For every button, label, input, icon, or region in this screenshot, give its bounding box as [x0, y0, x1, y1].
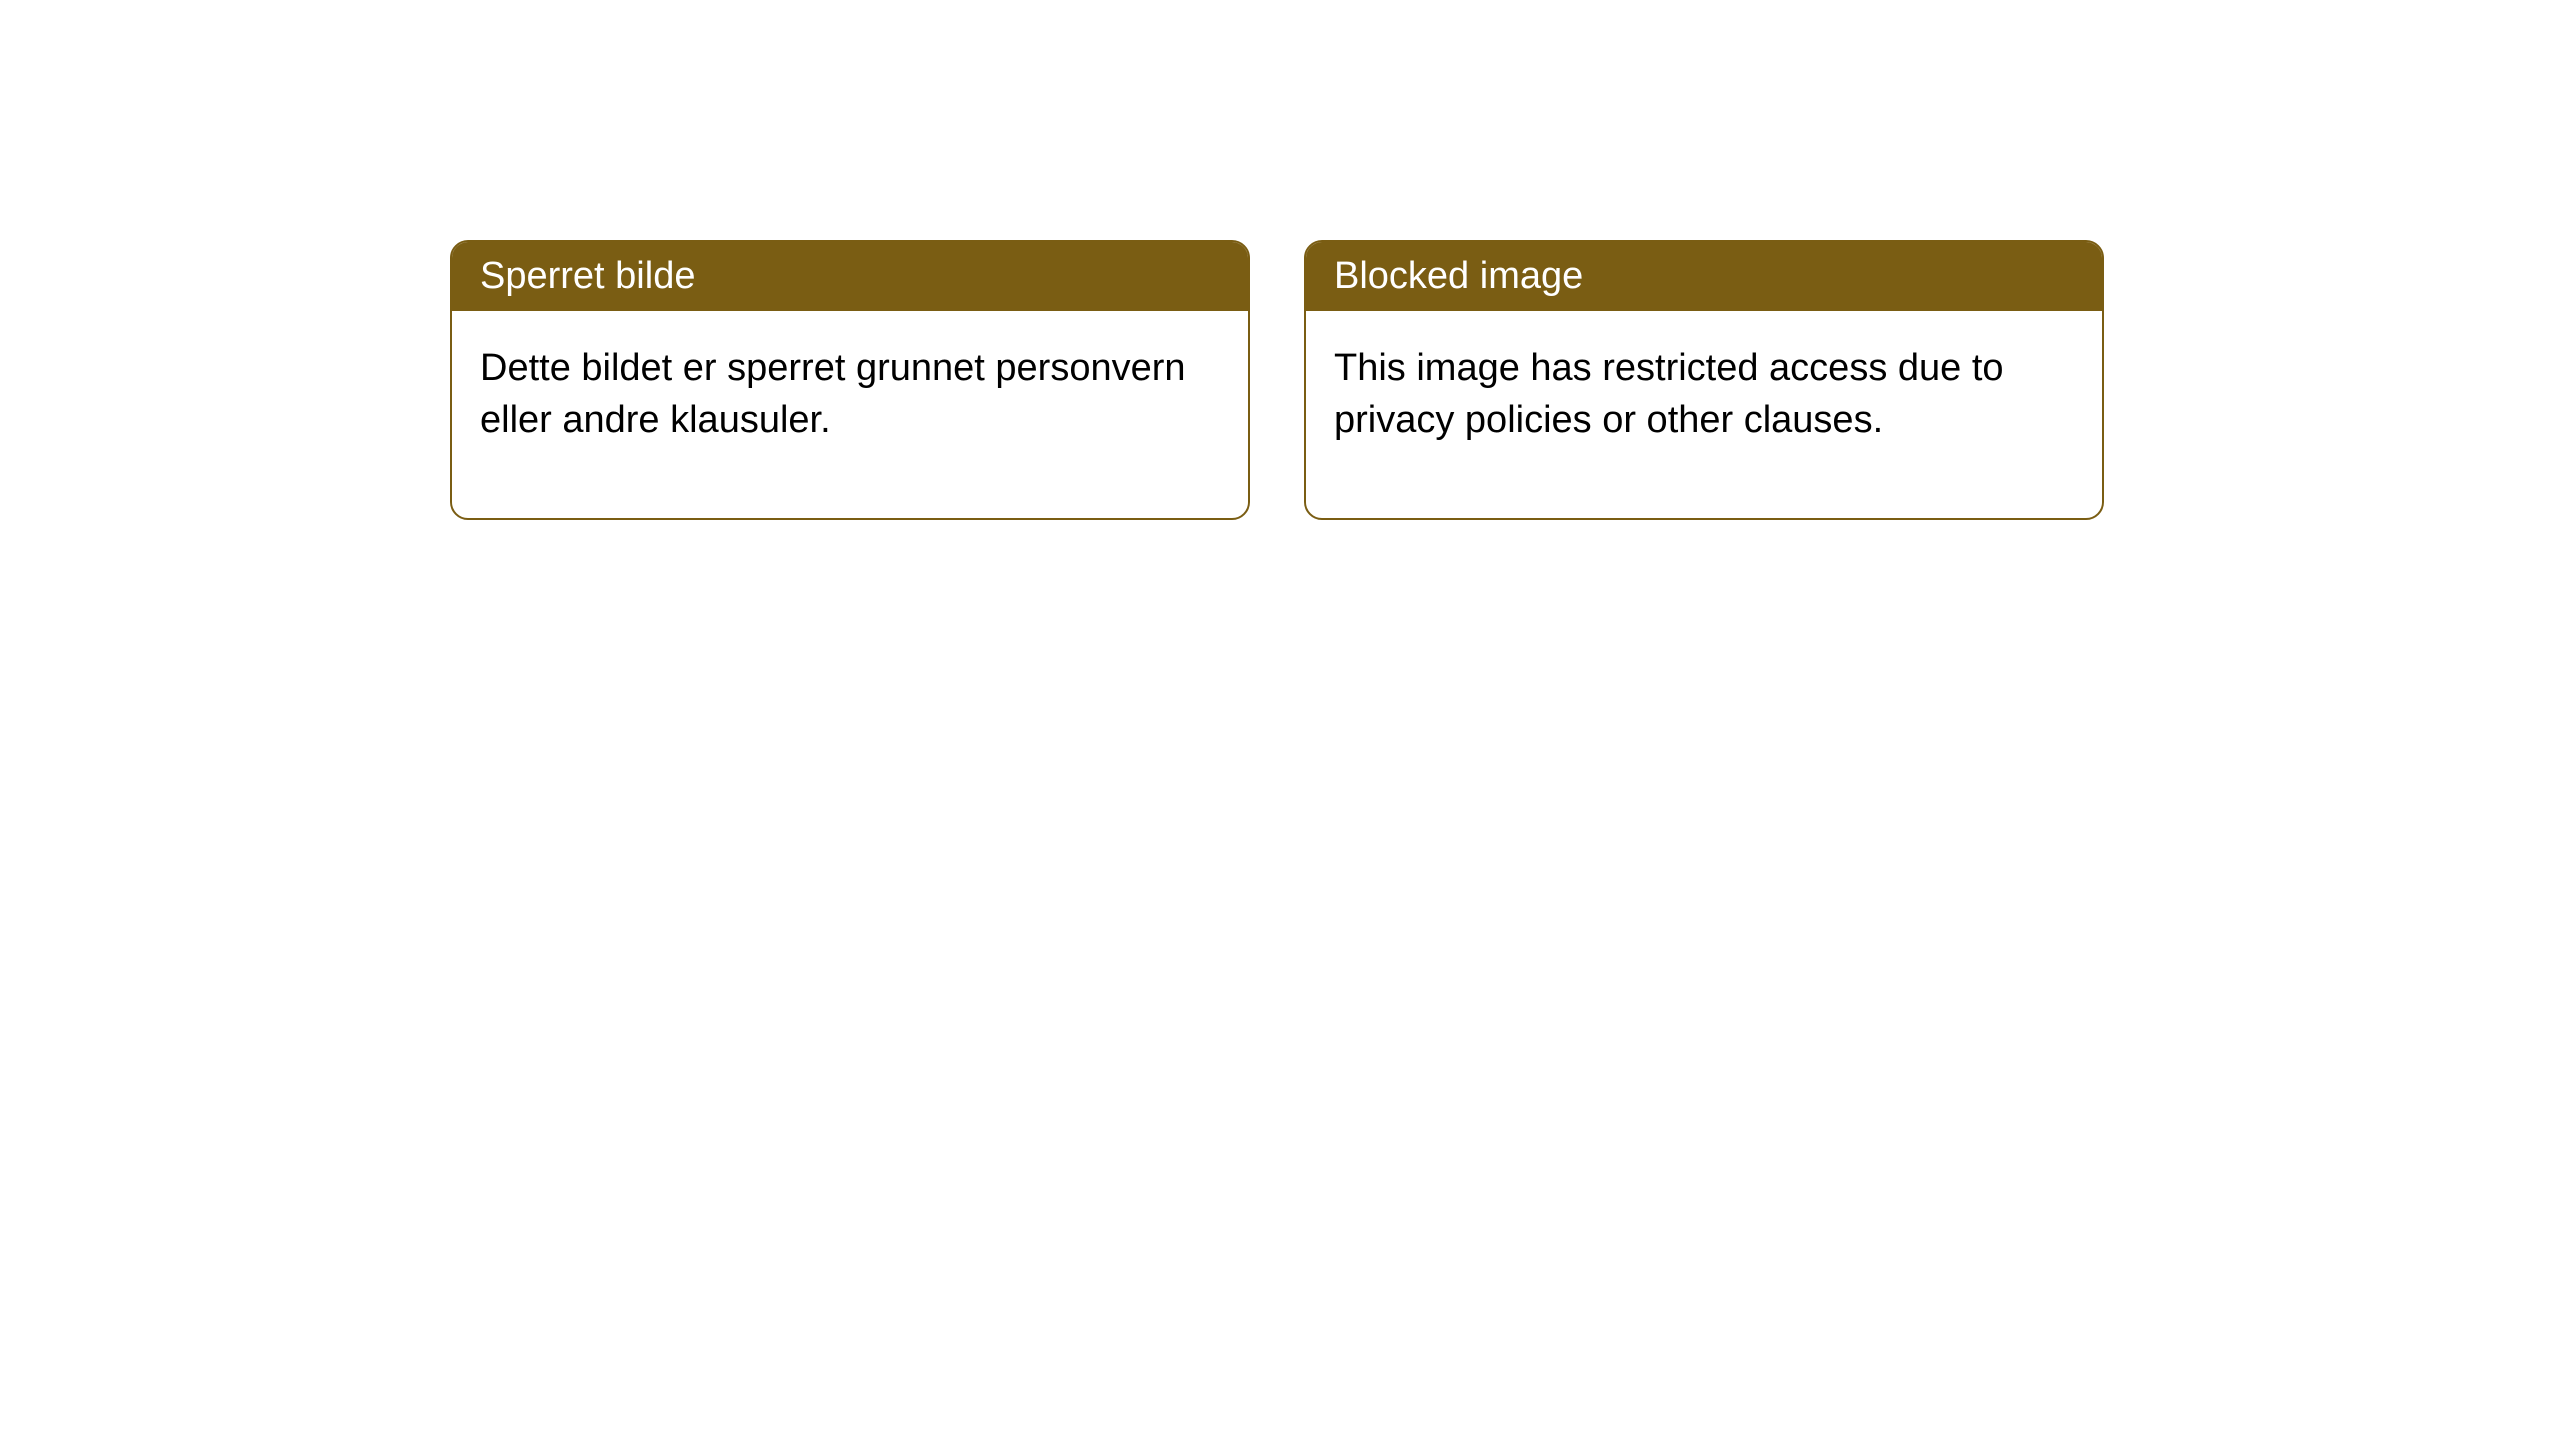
card-title: Sperret bilde [452, 242, 1248, 311]
notice-card-english: Blocked image This image has restricted … [1304, 240, 2104, 520]
notice-container: Sperret bilde Dette bildet er sperret gr… [450, 240, 2104, 520]
notice-card-norwegian: Sperret bilde Dette bildet er sperret gr… [450, 240, 1250, 520]
card-body-text: This image has restricted access due to … [1306, 311, 2102, 518]
card-title: Blocked image [1306, 242, 2102, 311]
card-body-text: Dette bildet er sperret grunnet personve… [452, 311, 1248, 518]
